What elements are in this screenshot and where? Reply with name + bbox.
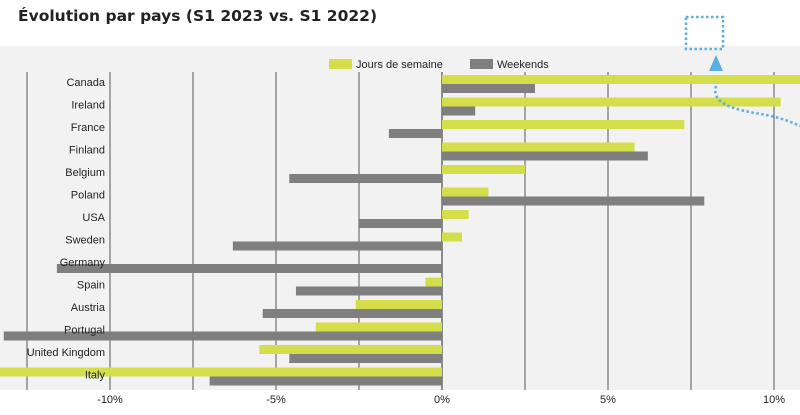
category-label: United Kingdom — [27, 347, 105, 359]
legend-swatch-weekdays — [329, 59, 352, 69]
category-label: France — [71, 122, 105, 134]
category-label: Spain — [77, 280, 105, 292]
labels: -20%-15%-10%-5%0%5%10%15%20%CanadaIrelan… — [27, 77, 786, 406]
bar-weekends — [262, 309, 442, 318]
bar-weekdays — [442, 142, 635, 152]
bar-weekends — [442, 84, 535, 93]
bar-weekends — [289, 354, 442, 363]
legend-label-weekdays: Jours de semaine — [356, 59, 443, 71]
category-label: Ireland — [71, 100, 105, 112]
bar-weekends — [289, 174, 442, 183]
category-label: Italy — [85, 370, 106, 382]
bar-weekends — [56, 264, 442, 273]
bar-weekends — [388, 129, 442, 138]
x-tick-label: 0% — [434, 394, 450, 406]
bar-weekdays — [442, 120, 685, 129]
bar-weekdays — [442, 165, 525, 174]
category-label: Belgium — [65, 167, 105, 179]
bar-weekends — [359, 219, 442, 228]
legend-label-weekends: Weekends — [497, 59, 549, 71]
chart-title: Évolution par pays (S1 2023 vs. S1 2022) — [18, 7, 378, 25]
category-label: Germany — [60, 257, 106, 269]
arrow-up-icon — [709, 55, 723, 71]
bar-weekends — [295, 286, 442, 296]
bar-weekends — [209, 376, 442, 386]
category-label: Austria — [71, 302, 106, 314]
bar-weekdays — [442, 75, 800, 84]
bar-weekends — [442, 106, 476, 116]
bar-weekdays — [442, 187, 489, 197]
bar-weekdays — [442, 97, 781, 107]
category-label: USA — [82, 212, 105, 224]
category-label: Portugal — [64, 325, 105, 337]
x-tick-label: 10% — [763, 394, 785, 406]
bars — [0, 75, 800, 386]
bar-weekends — [442, 151, 648, 161]
x-tick-label: 5% — [600, 394, 616, 406]
bar-weekdays — [315, 322, 442, 332]
bar-weekends — [442, 196, 705, 206]
legend: Jours de semaine Weekends — [329, 59, 549, 71]
category-label: Sweden — [65, 235, 105, 247]
dotted-callout-line — [714, 85, 800, 128]
bar-weekdays — [442, 210, 469, 219]
highlight-box — [684, 15, 725, 51]
x-tick-label: -10% — [97, 394, 123, 406]
legend-swatch-weekends — [470, 59, 493, 69]
highlight-annotation — [684, 15, 800, 128]
bar-weekends — [3, 331, 442, 341]
bar-weekdays — [355, 300, 442, 309]
category-label: Canada — [66, 77, 105, 89]
bar-weekdays — [425, 277, 442, 287]
gridlines — [26, 72, 775, 390]
x-tick-label: -5% — [266, 394, 286, 406]
bar-weekdays — [442, 232, 462, 242]
bar-weekdays — [259, 345, 442, 354]
bar-weekdays — [0, 367, 443, 377]
category-label: Poland — [71, 190, 105, 202]
bar-weekends — [232, 241, 442, 251]
category-label: Finland — [69, 145, 105, 157]
